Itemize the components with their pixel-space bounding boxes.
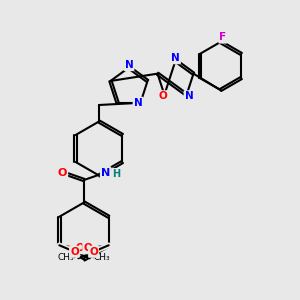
Text: F: F xyxy=(219,32,226,43)
Text: N: N xyxy=(184,91,194,101)
Text: N: N xyxy=(171,53,180,63)
Text: N: N xyxy=(101,167,110,178)
Text: N: N xyxy=(124,60,134,70)
Text: O: O xyxy=(76,243,85,253)
Text: CH₃: CH₃ xyxy=(94,253,110,262)
Text: O: O xyxy=(89,247,98,257)
Text: O: O xyxy=(83,243,92,253)
Text: H: H xyxy=(112,169,120,179)
Text: N: N xyxy=(134,98,142,108)
Text: CH₃: CH₃ xyxy=(58,253,74,262)
Text: O: O xyxy=(158,91,167,101)
Text: O: O xyxy=(70,247,79,257)
Text: O: O xyxy=(58,167,67,178)
